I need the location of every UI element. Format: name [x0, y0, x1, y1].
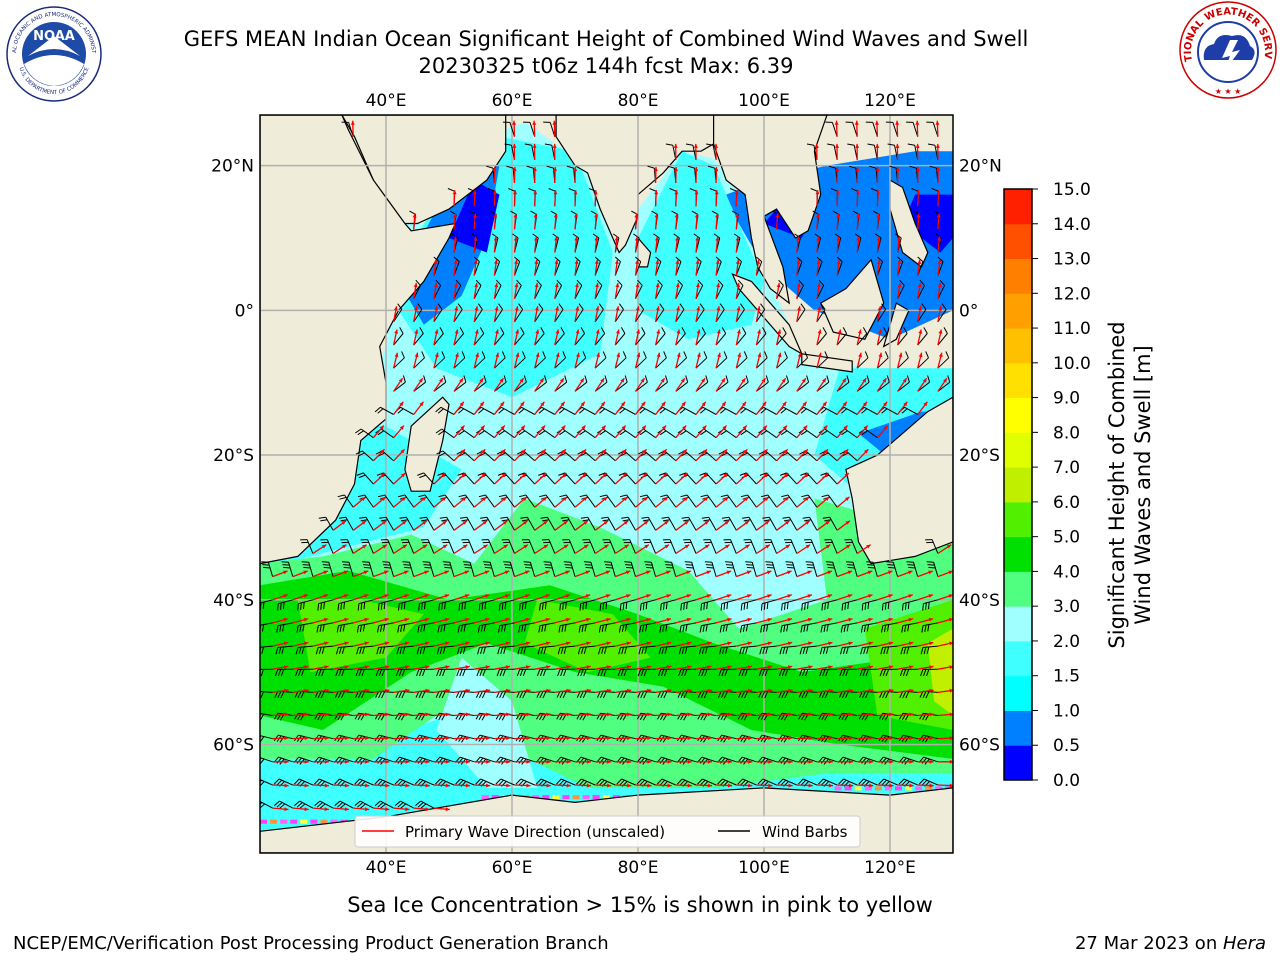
- colorbar-tick-label: 7.0: [1053, 458, 1080, 478]
- colorbar-tick-label: 14.0: [1053, 215, 1091, 235]
- footer-credit: NCEP/EMC/Verification Post Processing Pr…: [13, 933, 609, 954]
- map-frame: [259, 114, 954, 854]
- footer-date-text: 27 Mar 2023 on: [1074, 933, 1223, 954]
- lat-tick-label-right: 0°: [959, 301, 978, 321]
- lat-tick-label-right: 20°N: [959, 157, 1002, 177]
- colorbar-tick-label: 12.0: [1053, 284, 1091, 304]
- colorbar-swatch: [1004, 675, 1032, 711]
- colorbar-swatch: [1004, 258, 1032, 294]
- colorbar-swatch: [1004, 223, 1032, 260]
- lon-tick-label-top: 80°E: [618, 91, 659, 111]
- colorbar-tick-label: 15.0: [1053, 180, 1091, 200]
- lon-tick-label-top: 60°E: [492, 91, 533, 111]
- lat-tick-label-left: 0°: [235, 301, 254, 321]
- colorbar-swatch: [1004, 640, 1032, 677]
- colorbar-tick-label: 9.0: [1053, 389, 1080, 409]
- colorbar-swatch: [1004, 328, 1032, 364]
- colorbar-swatch: [1004, 745, 1032, 781]
- colorbar-tick-label: 11.0: [1053, 319, 1091, 339]
- colorbar-swatch: [1004, 397, 1032, 433]
- colorbar-swatch: [1004, 189, 1032, 225]
- colorbar-tick-label: 2.0: [1053, 632, 1080, 652]
- colorbar-label-line2: Wind Waves and Swell [m]: [1131, 345, 1155, 625]
- chart-title: GEFS MEAN Indian Ocean Significant Heigh…: [183, 27, 1029, 51]
- footer-date: 27 Mar 2023 on Hera: [1075, 933, 1266, 954]
- noaa-logo-icon: NOAA NATIONAL OCEANIC AND ATMOSPHERIC AD…: [6, 6, 102, 102]
- svg-text:★ ★ ★: ★ ★ ★: [1215, 87, 1242, 96]
- lon-tick-label-bottom: 80°E: [618, 858, 659, 878]
- colorbar-tick-label: 10.0: [1053, 354, 1091, 374]
- colorbar-swatch: [1004, 362, 1032, 399]
- colorbar-tick-label: 5.0: [1053, 528, 1080, 548]
- legend-wind-label: Wind Barbs: [762, 823, 848, 841]
- lon-tick-label-bottom: 120°E: [864, 858, 916, 878]
- lat-tick-label-left: 20°N: [211, 157, 254, 177]
- lat-tick-label-left: 20°S: [213, 446, 254, 466]
- colorbar-swatch: [1004, 293, 1032, 329]
- colorbar-swatch: [1004, 710, 1032, 746]
- colorbar-label-line1: Significant Height of Combined: [1105, 321, 1129, 648]
- colorbar-tick-label: 8.0: [1053, 423, 1080, 443]
- lon-tick-label-top: 120°E: [864, 91, 916, 111]
- lon-tick-label-top: 40°E: [366, 91, 407, 111]
- colorbar: 0.0 0.5 1.0 1.5 2.0 3.0 4.0 5.0 6.0 7.0 8.0 9.0 10.0…: [1003, 180, 1091, 791]
- chart-subtitle: 20230325 t06z 144h fcst Max: 6.39: [418, 54, 794, 78]
- colorbar-tick-label: 13.0: [1053, 250, 1091, 270]
- sea-ice-note: Sea Ice Concentration > 15% is shown in …: [347, 893, 933, 917]
- colorbar-swatch: [1004, 501, 1032, 538]
- nws-logo-icon: NATIONAL WEATHER SERVICE ★ ★ ★: [1178, 0, 1277, 99]
- colorbar-tick-label: 1.0: [1053, 701, 1080, 721]
- colorbar-swatch: [1004, 571, 1032, 607]
- noaa-logo-text: NOAA: [33, 29, 75, 44]
- colorbar-tick-label: 6.0: [1053, 493, 1080, 513]
- lon-tick-label-bottom: 60°E: [492, 858, 533, 878]
- colorbar-tick-label: 0.5: [1053, 736, 1080, 756]
- lat-tick-label-right: 20°S: [959, 446, 1000, 466]
- map-legend: Primary Wave Direction (unscaled) Wind B…: [354, 815, 861, 848]
- lon-tick-label-bottom: 40°E: [366, 858, 407, 878]
- lat-tick-label-right: 60°S: [959, 735, 1000, 755]
- colorbar-tick-label: 1.5: [1053, 667, 1080, 687]
- lon-tick-label-bottom: 100°E: [738, 858, 790, 878]
- lat-tick-label-left: 40°S: [213, 591, 254, 611]
- colorbar-tick-label: 3.0: [1053, 597, 1080, 617]
- colorbar-swatch: [1004, 606, 1032, 642]
- colorbar-tick-label: 0.0: [1053, 771, 1080, 791]
- colorbar-swatch: [1004, 467, 1032, 503]
- footer-host: Hera: [1222, 933, 1266, 954]
- lat-tick-label-left: 60°S: [213, 735, 254, 755]
- legend-wave-label: Primary Wave Direction (unscaled): [405, 823, 665, 841]
- wave-direction-arrows: [272, 120, 953, 812]
- lon-tick-label-top: 100°E: [738, 91, 790, 111]
- colorbar-tick-label: 4.0: [1053, 562, 1080, 582]
- colorbar-swatch: [1004, 536, 1032, 572]
- lat-tick-label-right: 40°S: [959, 591, 1000, 611]
- colorbar-swatch: [1004, 432, 1032, 468]
